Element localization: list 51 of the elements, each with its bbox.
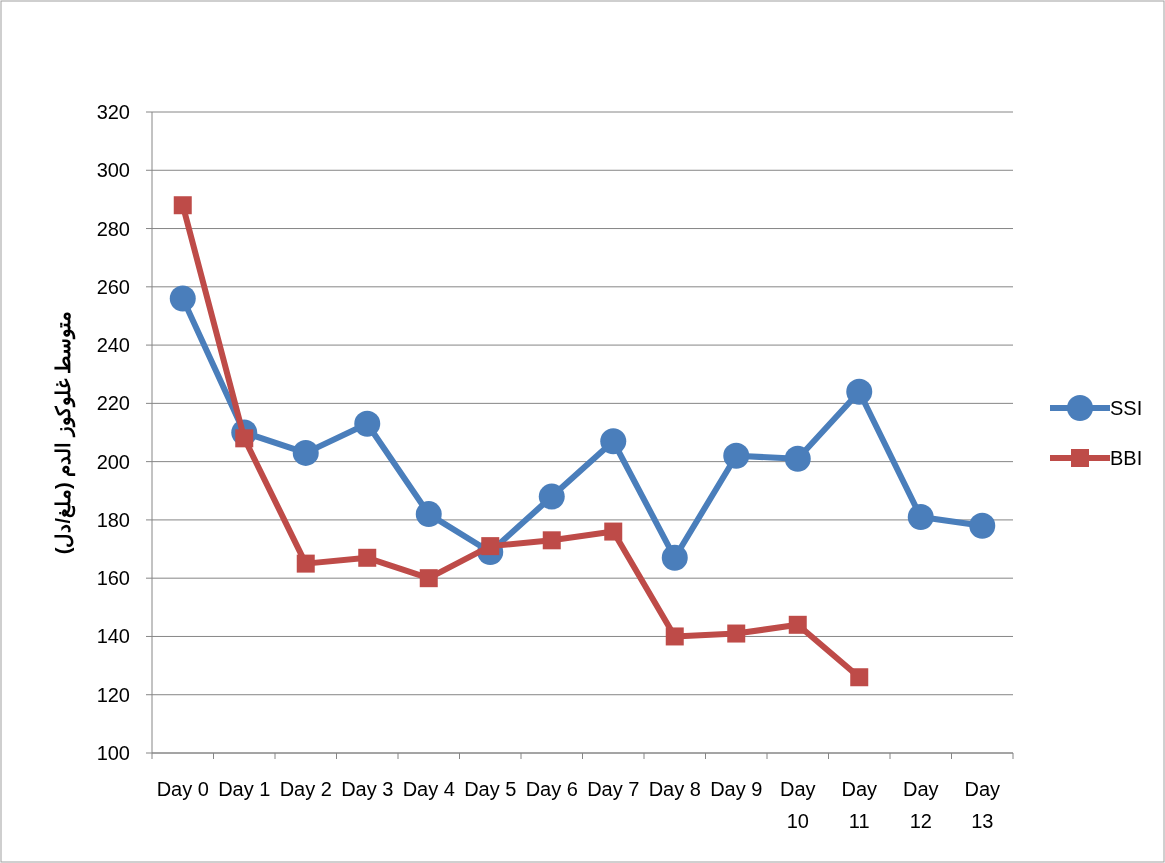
y-tick-label: 160 bbox=[96, 567, 130, 590]
point bbox=[173, 196, 192, 215]
x-tick-label: Day 9 bbox=[710, 778, 763, 800]
point bbox=[850, 668, 869, 687]
point bbox=[296, 554, 315, 573]
point bbox=[600, 428, 627, 455]
point bbox=[538, 483, 565, 510]
point bbox=[542, 531, 561, 550]
point bbox=[661, 544, 688, 571]
point bbox=[846, 378, 873, 405]
y-tick-label: 220 bbox=[96, 392, 130, 415]
point bbox=[419, 569, 438, 588]
y-tick-label: 240 bbox=[96, 334, 130, 357]
y-tick-label: 180 bbox=[96, 508, 130, 531]
legend-label: BBI bbox=[1110, 447, 1143, 469]
y-tick-label: 300 bbox=[96, 159, 130, 182]
x-tick-label: Day 1 bbox=[218, 778, 271, 800]
x-tick-label: Day 5 bbox=[464, 778, 517, 800]
point bbox=[969, 512, 996, 539]
y-tick-label: 260 bbox=[96, 275, 130, 298]
point bbox=[358, 548, 377, 567]
x-tick-label: Day 6 bbox=[525, 778, 578, 800]
point bbox=[665, 627, 684, 646]
x-tick-label: Day 0 bbox=[156, 778, 209, 800]
point bbox=[169, 285, 196, 312]
x-tick-label: Day 4 bbox=[402, 778, 455, 800]
x-tick-label: Day 11 bbox=[841, 778, 878, 832]
legend-label: SSI bbox=[1110, 397, 1143, 419]
x-tick-label: Day 3 bbox=[341, 778, 394, 800]
point bbox=[788, 615, 807, 634]
y-tick-label: 140 bbox=[96, 625, 130, 648]
point bbox=[727, 624, 746, 643]
point bbox=[784, 445, 811, 472]
y-axis-title: متوسط غلوكوز الدم (ملغ/دل) bbox=[52, 310, 76, 555]
point bbox=[604, 522, 623, 541]
x-tick-label: Day 10 bbox=[779, 778, 816, 832]
point bbox=[354, 410, 381, 437]
x-tick-label: Day 2 bbox=[279, 778, 332, 800]
y-tick-label: 320 bbox=[96, 101, 130, 123]
point bbox=[907, 504, 934, 530]
y-tick-label: 120 bbox=[96, 683, 130, 706]
y-tick-label: 200 bbox=[96, 450, 130, 473]
y-tick-label: 280 bbox=[96, 217, 130, 240]
x-tick-label: Day 12 bbox=[902, 778, 939, 832]
x-tick-label: Day 13 bbox=[964, 778, 1001, 832]
point bbox=[723, 442, 750, 469]
x-tick-label: Day 8 bbox=[648, 778, 701, 800]
x-tick-label: Day 7 bbox=[587, 778, 640, 800]
point bbox=[415, 501, 442, 528]
point bbox=[292, 439, 319, 466]
y-tick-label: 100 bbox=[96, 742, 130, 764]
